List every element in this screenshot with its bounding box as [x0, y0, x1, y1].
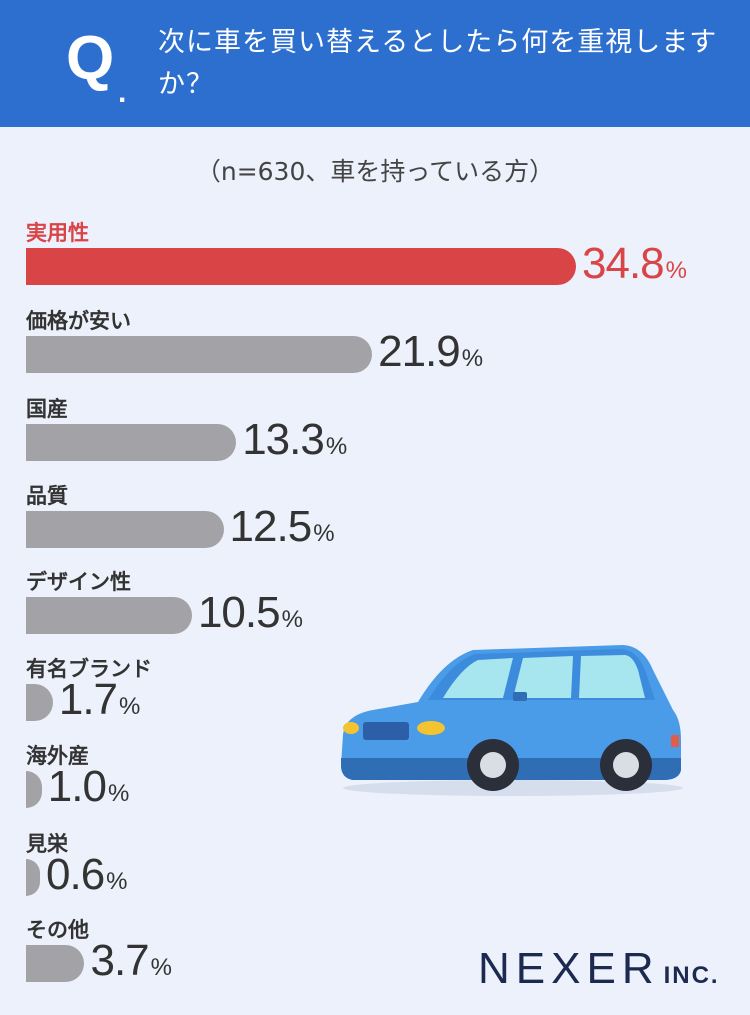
value-number: 3.7	[90, 936, 149, 985]
value-number: 0.6	[46, 850, 105, 899]
value-number: 10.5	[197, 588, 281, 637]
car-illustration	[341, 645, 683, 796]
category-label: 海外産	[26, 744, 89, 768]
category-label: 有名ブランド	[26, 657, 152, 681]
value-number: 12.5	[229, 502, 313, 551]
bar	[26, 336, 373, 373]
question-text: 次に車を買い替えるとしたら何を重視しますか？	[158, 27, 718, 100]
value-unit: %	[119, 693, 141, 720]
value-label: 12.5%	[230, 502, 335, 552]
value-label: 21.9%	[378, 327, 483, 377]
value-unit: %	[665, 257, 687, 284]
q-dot: .	[118, 76, 127, 109]
value-unit: %	[106, 868, 128, 895]
value-unit: %	[313, 520, 335, 547]
bar	[26, 771, 42, 808]
category-label: 国産	[26, 397, 68, 421]
nexer-logo: NEXER INC.	[478, 944, 720, 994]
value-unit: %	[150, 954, 172, 981]
category-label: 実用性	[26, 221, 89, 245]
value-label: 1.0%	[48, 762, 130, 812]
value-number: 1.0	[47, 762, 107, 811]
bar	[26, 424, 237, 461]
bar	[26, 684, 53, 721]
logo-sub: INC.	[663, 962, 720, 989]
question-header: Q . 次に車を買い替えるとしたら何を重視しますか？	[0, 0, 750, 127]
value-label: 3.7%	[90, 936, 172, 986]
value-label: 0.6%	[46, 850, 128, 900]
bar	[26, 597, 192, 634]
value-unit: %	[325, 433, 348, 460]
value-unit: %	[281, 606, 303, 633]
bar	[26, 248, 576, 285]
bar	[26, 511, 224, 548]
value-number: 21.9	[378, 327, 461, 376]
category-label: 価格が安い	[26, 309, 131, 333]
category-label: 品質	[26, 484, 68, 508]
value-number: 13.3	[242, 415, 325, 464]
category-label: デザイン性	[26, 570, 131, 594]
category-label: その他	[26, 918, 89, 942]
bar	[26, 945, 85, 982]
value-unit: %	[107, 780, 130, 807]
category-label: 見栄	[26, 832, 68, 856]
logo-main: NEXER	[478, 944, 660, 993]
value-number: 1.7	[58, 675, 118, 724]
value-unit: %	[461, 345, 484, 372]
sample-note: （n=630、車を持っている方）	[195, 157, 555, 186]
value-label: 10.5%	[198, 588, 303, 638]
value-number: 34.8	[582, 239, 665, 288]
value-label: 13.3%	[242, 415, 347, 465]
value-label: 1.7%	[59, 675, 141, 725]
value-label: 34.8%	[582, 239, 687, 289]
q-mark: Q	[66, 24, 115, 93]
bar	[26, 859, 40, 896]
